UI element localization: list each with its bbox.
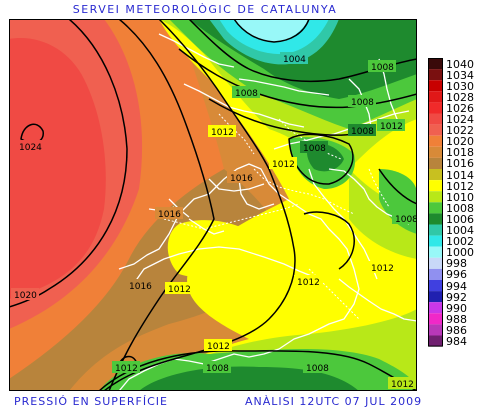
isobar-label: 1008: [303, 144, 326, 154]
legend-label: 1008: [446, 201, 474, 215]
isobar-label: 1012: [115, 364, 138, 374]
legend-label: 1006: [446, 212, 474, 226]
legend-swatch: [429, 102, 442, 114]
legend-label: 1026: [446, 101, 474, 115]
legend-swatch: [429, 213, 442, 225]
legend-label: 1040: [446, 57, 474, 71]
isobar-label: 1012: [371, 264, 394, 274]
isobar-label: 1012: [380, 122, 403, 132]
legend-swatch: [429, 335, 442, 347]
legend-swatch: [429, 58, 442, 70]
pressure-legend: [428, 58, 443, 347]
isobar-label: 1008: [306, 364, 329, 374]
legend-swatch: [429, 268, 442, 280]
legend-swatch: [429, 191, 442, 203]
legend-swatch: [429, 302, 442, 314]
legend-label: 996: [446, 268, 467, 282]
legend-swatch: [429, 80, 442, 92]
legend-label: 1014: [446, 168, 474, 182]
legend-label: 984: [446, 335, 467, 348]
band-1000-area: [234, 19, 309, 42]
isobar-label: 1012: [272, 160, 295, 170]
legend-swatch: [429, 113, 442, 125]
legend-border: [428, 58, 443, 347]
legend-label: 1022: [446, 124, 474, 138]
legend-swatch: [429, 313, 442, 325]
legend-swatch: [429, 280, 442, 292]
legend-swatch: [429, 157, 442, 169]
legend-swatch: [429, 235, 442, 247]
legend-swatch: [429, 324, 442, 336]
analysis-time: ANÀLISI 12UTC 07 JUL 2009: [245, 395, 423, 408]
legend-swatch: [429, 202, 442, 214]
legend-label: 986: [446, 323, 467, 337]
legend-label: 992: [446, 290, 467, 304]
legend-label: 1012: [446, 179, 474, 193]
isobar-label: 1008: [206, 364, 229, 374]
isobar-label: 1016: [129, 282, 152, 292]
legend-swatch: [429, 124, 442, 136]
pressure-map: 1024 1020 1016 1016 1016 1012 1012 1012 …: [9, 19, 417, 391]
isobar-label: 1004: [283, 55, 306, 65]
isobar-label: 1008: [235, 89, 258, 99]
isobar-label: 1012: [391, 380, 414, 390]
isobar-label: 1024: [19, 143, 42, 153]
legend-swatch: [429, 246, 442, 258]
legend-label: 988: [446, 312, 467, 326]
legend-label: 1016: [446, 157, 474, 171]
band-1012-west: [167, 220, 264, 278]
isobar-label: 1008: [351, 127, 374, 137]
legend-swatch: [429, 180, 442, 192]
isobars: [9, 19, 417, 391]
isobar-label: 1016: [158, 210, 181, 220]
legend-swatch: [429, 135, 442, 147]
legend-swatch: [429, 224, 442, 236]
legend-swatch: [429, 69, 442, 81]
isobar-label: 1008: [395, 215, 417, 225]
legend-label: 1030: [446, 79, 474, 93]
legend-label: 1018: [446, 146, 474, 160]
legend-label: 990: [446, 301, 467, 315]
legend-label: 1010: [446, 190, 474, 204]
isobar-label: 1016: [230, 174, 253, 184]
legend-label: 1000: [446, 246, 474, 260]
legend-swatch: [429, 169, 442, 181]
isobar-label: 1008: [351, 98, 374, 108]
legend-label: 1002: [446, 235, 474, 249]
isobar-label: 1012: [207, 342, 230, 352]
legend-label: 1004: [446, 224, 474, 237]
isobar-label: 1012: [211, 128, 234, 138]
agency-title: SERVEI METEOROLÒGIC DE CATALUNYA: [72, 3, 338, 16]
legend-swatch: [429, 291, 442, 303]
legend-swatch: [429, 146, 442, 158]
legend-label: 1028: [446, 90, 474, 104]
legend-label: 1034: [446, 68, 474, 82]
isobar-label: 1012: [168, 285, 191, 295]
borders: [163, 113, 390, 320]
isobar-label: 1012: [297, 278, 320, 288]
legend-label: 994: [446, 279, 467, 293]
legend-label: 1020: [446, 135, 474, 149]
band-1024-high: [9, 38, 106, 300]
isobar-label: 1008: [371, 63, 394, 73]
legend-swatch: [429, 91, 442, 103]
legend-swatch: [429, 257, 442, 269]
isobar-labels: 1024 1020 1016 1016 1016 1012 1012 1012 …: [11, 52, 417, 390]
product-name: PRESSIÓ EN SUPERFÍCIE: [14, 395, 168, 408]
isobar-label: 1020: [14, 291, 37, 301]
band-1010-east: [349, 169, 417, 259]
legend-label: 1024: [446, 113, 474, 126]
legend-label: 998: [446, 257, 467, 271]
